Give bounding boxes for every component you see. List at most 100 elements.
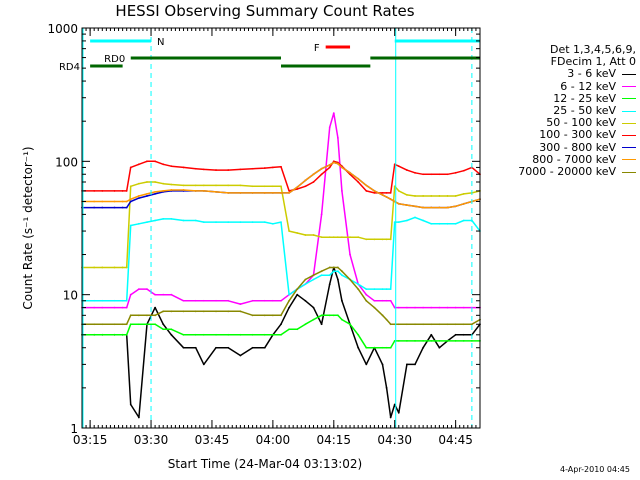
x-tick-label: 03:30 <box>134 433 169 447</box>
series-point-8 <box>349 278 351 281</box>
series-point-7 <box>349 171 351 174</box>
series-point-8 <box>332 266 335 269</box>
series-point-7 <box>336 162 339 165</box>
series-line-8 <box>82 266 481 325</box>
series-point-8 <box>202 310 205 313</box>
series-point-8 <box>341 270 343 273</box>
series-point-3 <box>385 288 388 291</box>
series-point-2 <box>93 333 96 336</box>
legend-swatch <box>622 171 636 173</box>
series-point-0 <box>137 416 140 419</box>
y-tick-label: 100 <box>55 155 78 169</box>
flare-label: F <box>314 43 320 54</box>
series-point-7 <box>381 194 384 196</box>
series-point-8 <box>137 314 140 317</box>
series-point-7 <box>271 191 274 194</box>
series-point-3 <box>462 219 465 222</box>
series-point-3 <box>341 274 343 277</box>
series-point-5 <box>263 167 266 169</box>
series-point-5 <box>414 171 416 174</box>
series-point-7 <box>202 190 205 192</box>
legend-item: 25 - 50 keV <box>500 104 636 117</box>
series-point-0 <box>263 346 266 349</box>
series-point-3 <box>121 299 124 302</box>
series-point-2 <box>470 340 473 342</box>
series-point-4 <box>341 236 343 239</box>
series-line-3 <box>82 216 481 302</box>
series-point-1 <box>365 293 368 296</box>
series-point-2 <box>320 314 323 317</box>
series-point-3 <box>227 221 230 224</box>
series-point-2 <box>357 333 360 336</box>
series-point-0 <box>385 386 388 389</box>
series-point-7 <box>430 206 433 209</box>
series-point-1 <box>182 299 185 302</box>
series-point-8 <box>381 314 384 317</box>
series-point-2 <box>263 333 266 336</box>
series-point-1 <box>227 299 230 302</box>
series-point-7 <box>113 200 116 203</box>
legend-item: 800 - 7000 keV <box>500 153 636 166</box>
series-point-0 <box>422 346 425 349</box>
series-point-8 <box>373 306 376 309</box>
legend-item: 7000 - 20000 keV <box>500 165 636 178</box>
series-point-8 <box>328 266 331 269</box>
series-point-8 <box>320 270 323 273</box>
series-line-7 <box>82 161 481 209</box>
series-point-5 <box>446 173 449 176</box>
series-point-1 <box>446 306 449 309</box>
series-point-5 <box>280 165 282 168</box>
series-point-8 <box>296 288 299 291</box>
series-point-3 <box>251 221 254 224</box>
series-point-1 <box>146 288 148 291</box>
series-point-0 <box>251 346 254 349</box>
series-point-8 <box>162 310 165 313</box>
series-point-2 <box>129 323 132 326</box>
series-point-5 <box>462 169 465 172</box>
series-point-3 <box>182 219 185 222</box>
series-line-2 <box>82 314 480 349</box>
series-point-0 <box>393 403 396 406</box>
series-point-3 <box>146 221 148 224</box>
series-point-3 <box>194 219 197 222</box>
series-point-7 <box>393 200 396 203</box>
series-point-7 <box>373 190 376 192</box>
legend-item-label: 50 - 100 keV <box>546 116 616 130</box>
series-point-7 <box>101 200 104 203</box>
legend-item: 100 - 300 keV <box>500 129 636 141</box>
decimation-label: RD0 <box>104 54 125 65</box>
series-point-6 <box>125 206 128 209</box>
series-point-2 <box>454 340 457 342</box>
series-point-7 <box>438 206 441 209</box>
series-point-2 <box>296 328 299 331</box>
series-point-3 <box>397 221 400 224</box>
legend-item: 50 - 100 keV <box>500 117 636 129</box>
series-point-1 <box>320 213 323 216</box>
series-point-1 <box>202 299 205 302</box>
series-point-5 <box>296 188 299 190</box>
series-point-3 <box>101 299 104 302</box>
series-point-7 <box>170 189 173 191</box>
series-point-3 <box>422 219 425 222</box>
series-point-2 <box>414 340 416 342</box>
series-point-0 <box>170 333 173 336</box>
series-point-8 <box>121 323 124 326</box>
series-point-5 <box>381 191 384 194</box>
legend-swatch <box>622 86 636 88</box>
series-point-2 <box>125 333 128 336</box>
series-point-7 <box>341 166 343 169</box>
y-tick-label: 10 <box>63 289 78 303</box>
series-point-2 <box>101 333 104 336</box>
series-point-7 <box>365 184 368 187</box>
series-point-2 <box>154 323 157 326</box>
series-point-4 <box>296 232 299 234</box>
series-point-7 <box>385 196 388 198</box>
series-point-7 <box>251 191 254 194</box>
series-point-7 <box>414 205 416 208</box>
series-point-0 <box>336 278 339 281</box>
series-point-5 <box>365 190 368 192</box>
series-point-4 <box>312 234 315 236</box>
series-point-4 <box>422 195 425 197</box>
series-point-2 <box>288 328 291 331</box>
series-point-1 <box>381 299 384 302</box>
